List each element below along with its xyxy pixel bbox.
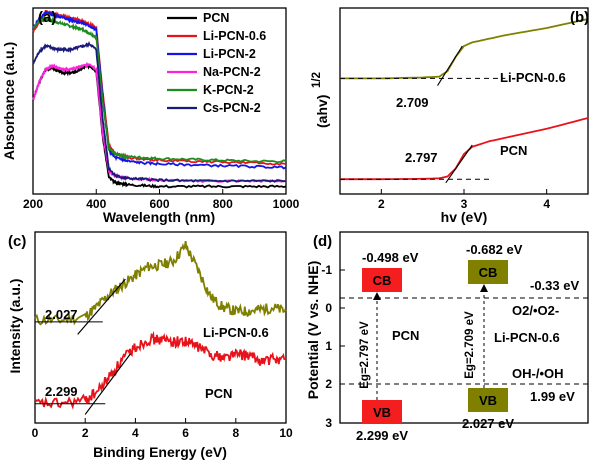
panel-b-gap-label-li: 2.709 bbox=[396, 95, 429, 110]
panel-a-xlabel: Wavelength (nm) bbox=[103, 209, 215, 225]
panel-d-y-tick-label: 0 bbox=[325, 301, 332, 315]
panel-b-frame bbox=[339, 7, 589, 195]
panel-b-x-tick-label: 3 bbox=[461, 197, 468, 211]
panel-a-legend-entry: PCN bbox=[203, 11, 229, 25]
panel-a-legend-entry: Cs-PCN-2 bbox=[203, 101, 261, 115]
panel-c-tangent-li bbox=[77, 278, 126, 335]
panel-a-series-k-pcn-2 bbox=[32, 15, 287, 164]
panel-a-series-group bbox=[32, 9, 287, 189]
panel-c-x-tick-label: 4 bbox=[132, 426, 139, 440]
panel-c-x-tick-label: 0 bbox=[32, 426, 39, 440]
panel-b-x-tick-label: 4 bbox=[543, 197, 550, 211]
panel-b-ticks: 2 3 4 bbox=[378, 189, 550, 211]
panel-d-pcn-cb-box bbox=[362, 268, 402, 292]
panel-d-pcn-cb-value: -0.498 eV bbox=[362, 250, 419, 265]
panel-d-pcn-vb-value: 2.299 eV bbox=[356, 428, 408, 443]
panel-b-tangent-li bbox=[437, 45, 463, 86]
panel-d-li-vb-value: 2.027 eV bbox=[462, 416, 514, 431]
panel-c-x-tick-label: 8 bbox=[232, 426, 239, 440]
panel-c-ticks: 0 2 4 6 8 10 bbox=[32, 418, 293, 440]
panel-c-label: (c) bbox=[8, 233, 26, 250]
panel-d-y-tick-label: 1 bbox=[325, 339, 332, 353]
panel-c-chart: 0 2 4 6 8 10 (c) Binding Energy (eV) Intensit… bbox=[7, 231, 293, 460]
panel-a-legend-entry: Li-PCN-2 bbox=[203, 47, 256, 61]
panel-c-frame bbox=[34, 231, 287, 424]
panel-d-pcn-gap-label: Eg=2.797 eV bbox=[359, 321, 371, 389]
panel-d-ticks: -1 0 1 2 3 bbox=[321, 263, 345, 430]
panel-d-pcn-gap-arrowhead bbox=[373, 292, 381, 300]
panel-d-pcn-name: PCN bbox=[392, 328, 419, 343]
panel-c-vbm-label-li: 2.027 bbox=[45, 307, 78, 322]
panel-d-li-cb-value: -0.682 eV bbox=[466, 242, 523, 257]
panel-a-label: (a) bbox=[38, 9, 56, 26]
panel-d-pcn-vb-label: VB bbox=[373, 405, 391, 420]
panel-b-gap-label-pcn: 2.797 bbox=[405, 150, 438, 165]
panel-d-label: (d) bbox=[313, 233, 332, 250]
panel-a-series-cs-pcn-2 bbox=[32, 40, 287, 183]
panel-d-li-gap-arrowhead bbox=[480, 284, 488, 292]
panel-b-series-group bbox=[340, 18, 589, 184]
panel-b-ylabel-exponent: 1/2 bbox=[311, 72, 323, 88]
panel-b-chart: 2 3 4 (b) hv (eV) (ahv) 1/2 2.709 2.797 Li… bbox=[311, 7, 589, 225]
panel-c-series-li-pcn-0.6 bbox=[34, 240, 287, 326]
panel-d-pcn-cb-label: CB bbox=[373, 273, 392, 288]
panel-b-series-label-pcn: PCN bbox=[500, 143, 527, 158]
panel-d-y-tick-label: 2 bbox=[325, 377, 332, 391]
panel-b-x-tick-label: 2 bbox=[378, 197, 385, 211]
panel-a-legend: PCN Li-PCN-0.6 Li-PCN-2 Na-PCN-2 K-PCN-2 Cs-P… bbox=[167, 11, 266, 115]
panel-c-x-tick-label: 6 bbox=[182, 426, 189, 440]
panel-c-series-group bbox=[34, 240, 287, 415]
panel-a-x-tick-label: 600 bbox=[149, 197, 169, 211]
panel-d-chart: -1 0 1 2 3 (d) Potential (V vs. NHE) CB VB -… bbox=[305, 231, 589, 443]
panel-a-ticks: 200 400 600 800 1000 bbox=[23, 189, 300, 211]
panel-d-li-vb-box bbox=[468, 388, 508, 412]
panel-c-xlabel: Binding Energy (eV) bbox=[93, 444, 227, 460]
panel-a-x-tick-label: 1000 bbox=[273, 197, 300, 211]
panel-d-li-gap-label: Eg=2.709 eV bbox=[464, 311, 476, 379]
panel-a-legend-entry: K-PCN-2 bbox=[203, 83, 254, 97]
panel-b-tangent-pcn bbox=[445, 144, 473, 184]
panel-b-ylabel-text: (ahv) bbox=[314, 95, 330, 128]
panel-d-y-tick-label: 3 bbox=[325, 416, 332, 430]
panel-a-x-tick-label: 800 bbox=[213, 197, 233, 211]
panel-d-li-vb-label: VB bbox=[479, 393, 497, 408]
panel-c-vbm-label-pcn: 2.299 bbox=[45, 384, 78, 399]
panel-b-series-label-li: Li-PCN-0.6 bbox=[500, 70, 566, 85]
panel-d-ylabel: Potential (V vs. NHE) bbox=[305, 261, 321, 399]
panel-c-series-label-li: Li-PCN-0.6 bbox=[203, 325, 269, 340]
panel-d-frame bbox=[339, 231, 589, 424]
panel-a-x-tick-label: 400 bbox=[86, 197, 106, 211]
panel-d-o2-value: -0.33 eV bbox=[530, 278, 579, 293]
panel-d-o2-name: O2/•O2- bbox=[512, 303, 559, 318]
panel-c-series-pcn bbox=[34, 330, 287, 410]
panel-a-chart: 200 400 600 800 1000 (a) Wavelength (nm) Abs… bbox=[1, 7, 300, 225]
panel-d-li-cb-box bbox=[468, 260, 508, 284]
panel-c-x-tick-label: 10 bbox=[279, 426, 293, 440]
panel-b-label: (b) bbox=[570, 9, 589, 26]
panel-c-ylabel: Intensity (a.u.) bbox=[7, 279, 23, 374]
panel-a-legend-entry: Li-PCN-0.6 bbox=[203, 29, 266, 43]
panel-c-x-tick-label: 2 bbox=[82, 426, 89, 440]
panel-d-oh-name: OH-/•OH bbox=[512, 366, 564, 381]
panel-b-xlabel: hv (eV) bbox=[441, 209, 488, 225]
panel-a-legend-entry: Na-PCN-2 bbox=[203, 65, 261, 79]
panel-b-series-pcn bbox=[340, 117, 589, 181]
panel-b-series-li-pcn-0.6 bbox=[340, 18, 589, 80]
panel-d-y-tick-label: -1 bbox=[321, 263, 332, 277]
panel-d-pcn-vb-box bbox=[362, 400, 402, 424]
panel-a-ylabel: Absorbance (a.u.) bbox=[1, 42, 17, 160]
panel-d-li-name: Li-PCN-0.6 bbox=[494, 330, 560, 345]
panel-d-oh-value: 1.99 eV bbox=[530, 389, 575, 404]
panel-c-tangent-pcn bbox=[84, 353, 131, 415]
panel-c-series-label-pcn: PCN bbox=[205, 386, 232, 401]
panel-b-ylabel: (ahv) 1/2 bbox=[311, 72, 330, 128]
panel-d-li-cb-label: CB bbox=[479, 265, 498, 280]
panel-a-x-tick-label: 200 bbox=[23, 197, 43, 211]
